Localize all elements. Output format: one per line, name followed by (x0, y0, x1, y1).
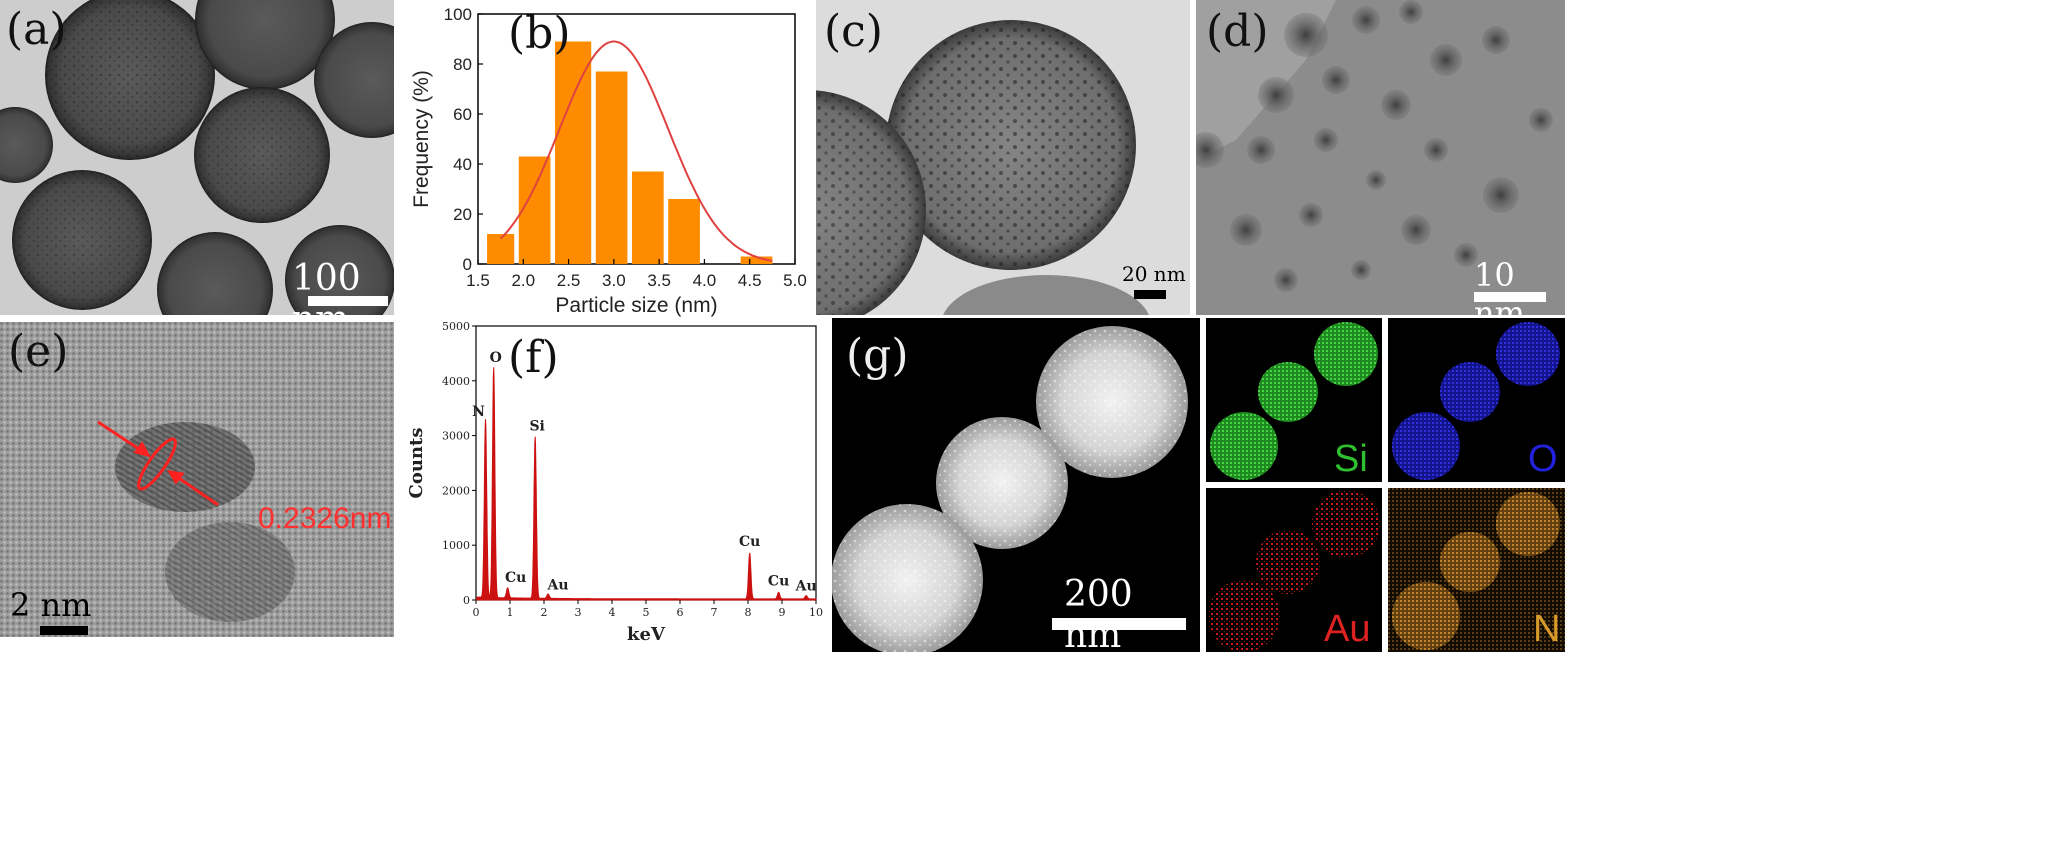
panel-label-f: (f) (508, 332, 559, 383)
panel-d-tem: (d) 10 nm (1196, 0, 1565, 315)
x-tick-label: 5.0 (783, 271, 807, 290)
y-tick-label: 4000 (442, 375, 470, 388)
histogram-bar (554, 41, 592, 264)
x-tick-label: 8 (745, 606, 752, 619)
panel-label-b: (b) (508, 8, 571, 59)
x-tick-label: 3 (575, 606, 582, 619)
panel-e-hrtem: (e) 0.2326nm 2 nm (0, 322, 394, 637)
x-tick-label: 2 (541, 606, 548, 619)
y-axis-label: Frequency (%) (410, 70, 433, 208)
histogram-bar (631, 171, 664, 264)
map-si: Si (1206, 318, 1382, 482)
x-tick-label: 1.5 (466, 271, 490, 290)
peak-label: O (490, 350, 502, 366)
scale-bar-g (1052, 618, 1186, 630)
stem-image-g (832, 318, 1200, 652)
hrtem-image-e (0, 322, 394, 637)
au-map-image (1208, 490, 1380, 652)
x-tick-label: 1 (507, 606, 514, 619)
x-tick-label: 4.0 (693, 271, 717, 290)
map-label-n: N (1533, 608, 1561, 650)
x-tick-label: 2.0 (511, 271, 535, 290)
peak-label: Cu (505, 570, 526, 586)
x-tick-label: 7 (711, 606, 718, 619)
lattice-spacing-label: 0.2326nm (258, 502, 392, 535)
y-tick-label: 1000 (442, 539, 470, 552)
histogram-bar (595, 71, 628, 264)
x-tick-label: 0 (473, 606, 480, 619)
panel-label-c: (c) (824, 6, 883, 57)
histogram-bar (518, 156, 551, 264)
map-n: N (1388, 488, 1565, 652)
y-tick-label: 60 (453, 105, 472, 124)
histogram-bar (487, 234, 515, 264)
peak-label: Au (547, 578, 569, 594)
histogram-bar (668, 199, 700, 264)
scale-bar-a (308, 296, 388, 306)
particle-size-histogram: 1.5 2.0 2.5 3.0 3.5 4.0 4.5 5.0 0 20 40 60 80 100 Part… (410, 5, 807, 317)
x-tick-label: 9 (779, 606, 786, 619)
y-tick-label: 2000 (442, 484, 470, 497)
panel-label-d: (d) (1206, 6, 1269, 57)
x-tick-label: 3.0 (602, 271, 626, 290)
y-tick-label: 20 (453, 205, 472, 224)
scale-bar-label-d: 10 nm (1474, 256, 1525, 315)
tem-image-a (0, 0, 394, 315)
scale-bar-d (1474, 292, 1546, 302)
peak-label: Au (795, 579, 817, 595)
scale-bar-label-e: 2 nm (10, 586, 92, 624)
y-tick-label: 3000 (442, 430, 470, 443)
peak-label: Si (529, 418, 544, 434)
scale-bar-label-c: 20 nm (1122, 262, 1186, 286)
map-label-o: O (1528, 438, 1558, 480)
y-axis-label: Counts (406, 428, 427, 499)
panel-b-histogram: 1.5 2.0 2.5 3.0 3.5 4.0 4.5 5.0 0 20 40 60 80 100 Part… (400, 0, 810, 320)
y-tick-label: 40 (453, 155, 472, 174)
y-tick-label: 0 (463, 255, 472, 274)
x-axis-label: keV (627, 624, 666, 645)
x-tick-label: 3.5 (647, 271, 671, 290)
x-tick-label: 2.5 (557, 271, 581, 290)
panel-label-g: (g) (846, 330, 909, 381)
scale-bar-c (1134, 290, 1166, 299)
y-tick-label: 0 (463, 594, 470, 607)
peak-label: N (472, 404, 485, 420)
scale-bar-label-a: 100 nm (292, 258, 361, 315)
n-map-image (1388, 488, 1565, 652)
tem-image-d (1196, 0, 1565, 315)
lattice-marker (97, 420, 219, 507)
x-tick-label: 4.5 (738, 271, 762, 290)
map-label-au: Au (1324, 608, 1371, 650)
map-o: O (1388, 318, 1565, 482)
map-au: Au (1206, 488, 1382, 652)
y-tick-label: 100 (444, 5, 472, 24)
histogram-bar (740, 256, 773, 264)
x-tick-label: 5 (643, 606, 650, 619)
y-tick-label: 80 (453, 55, 472, 74)
o-map-image (1392, 322, 1560, 480)
scale-bar-label-g: 200 nm (1064, 574, 1133, 652)
peak-label: Cu (768, 573, 789, 589)
x-tick-label: 6 (677, 606, 684, 619)
x-tick-label: 4 (609, 606, 616, 619)
tem-image-c (816, 0, 1190, 315)
gaussian-fit-curve (499, 40, 773, 262)
si-map-image (1210, 322, 1378, 480)
edx-spectrum: 0 1 2 3 4 5 6 7 8 9 10 0 1000 2000 3000 4000 5000 N O Cu Si A… (406, 320, 823, 645)
scale-bar-e (40, 626, 88, 635)
x-axis-label: Particle size (nm) (555, 294, 717, 317)
panel-g-stem: (g) 200 nm (832, 318, 1200, 652)
panel-c-tem: (c) 20 nm (816, 0, 1190, 315)
edx-spectrum-trace (475, 367, 817, 601)
panel-f-edx: 0 1 2 3 4 5 6 7 8 9 10 0 1000 2000 3000 4000 5000 N O Cu Si A… (400, 318, 826, 658)
y-tick-label: 5000 (442, 320, 470, 333)
peak-label: Cu (739, 534, 760, 550)
x-tick-label: 10 (809, 606, 823, 619)
map-label-si: Si (1334, 438, 1368, 480)
panel-label-a: (a) (6, 4, 67, 55)
panel-label-e: (e) (8, 326, 69, 377)
panel-a-tem: (a) 100 nm (0, 0, 394, 315)
